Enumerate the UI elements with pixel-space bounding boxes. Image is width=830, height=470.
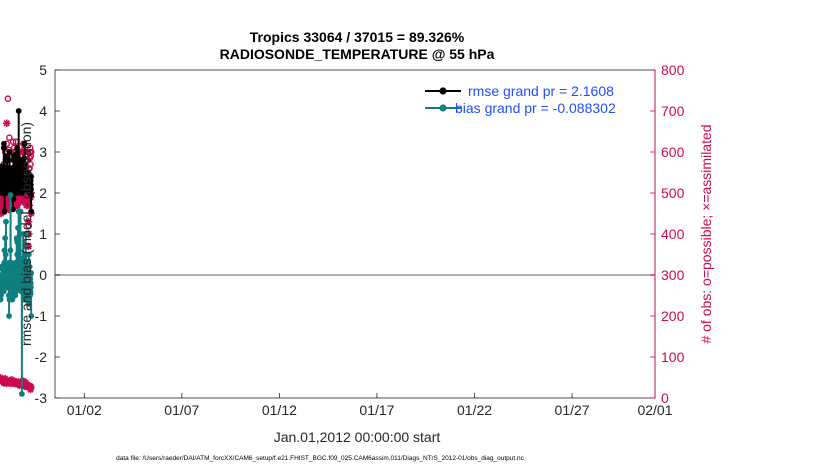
bias-point — [28, 270, 34, 276]
rmse-point — [6, 149, 13, 155]
bias-point — [25, 251, 32, 258]
x-tick-label: 02/01 — [637, 402, 672, 418]
x-tick-label: 01/17 — [359, 402, 394, 418]
obs-assimilated-marker — [13, 201, 22, 210]
bias-point — [28, 284, 34, 291]
chart-title: Tropics 33064 / 37015 = 89.326% — [250, 29, 465, 45]
bias-point — [3, 218, 9, 225]
obs-possible-marker — [27, 160, 34, 168]
bias-point — [7, 192, 14, 198]
bias-point — [6, 313, 12, 319]
bias-point — [18, 391, 25, 397]
obs-possible-marker — [27, 148, 35, 156]
y-right-axis-label: # of obs: o=possible; ×=assimilated — [698, 124, 714, 343]
rmse-point — [27, 177, 34, 184]
rmse-point — [1, 208, 8, 215]
rmse-point — [28, 192, 34, 198]
legend-rmse-label: rmse grand pr = 2.1608 — [468, 83, 614, 99]
legend-box — [420, 82, 642, 116]
bias-point — [15, 224, 21, 231]
axes-box — [54, 69, 656, 399]
y-left-tick-label: 4 — [39, 103, 47, 119]
rmse-point — [0, 140, 7, 147]
obs-lowcount-marker — [27, 384, 35, 392]
rmse-point — [4, 157, 10, 164]
obs-assimilated-marker — [24, 217, 33, 226]
y-left-axis-label: rmse and bias (model - observation) — [18, 122, 34, 346]
x-tick-label: 01/22 — [457, 402, 492, 418]
y-right-tick-label: 400 — [661, 226, 685, 242]
x-tick-label: 01/12 — [262, 402, 297, 418]
legend: rmse grand pr = 2.1608 bias grand pr = -… — [420, 82, 642, 116]
y-right-tick-label: 0 — [661, 390, 669, 406]
y-left-tick-label: 2 — [39, 185, 47, 201]
bias-point — [26, 263, 33, 270]
bias-point — [14, 251, 21, 258]
rmse-point — [21, 155, 28, 162]
y-left-tick-label: -1 — [35, 308, 48, 324]
rmse-point — [28, 186, 34, 192]
obs-assimilated-marker — [2, 119, 11, 128]
bias-point — [22, 231, 29, 237]
series-group — [0, 108, 35, 397]
bias-point — [17, 208, 24, 215]
y-right-tick-label: 600 — [661, 144, 685, 160]
rmse-point — [0, 145, 7, 151]
bias-point — [2, 251, 9, 258]
bias-point — [2, 235, 9, 242]
plot-area — [0, 69, 656, 399]
y-left-tick-label: 1 — [39, 226, 47, 242]
bias-point — [27, 280, 34, 287]
obs-possible-marker — [26, 144, 34, 152]
x-axis-label: Jan.01,2012 00:00:00 start — [274, 429, 441, 445]
data-file-footer: data file: /Users/raeder/DAI/ATM_forcXX/… — [116, 455, 525, 462]
obs-possible-marker — [27, 152, 35, 160]
y-right-tick-label: 200 — [661, 308, 685, 324]
rmse-point — [21, 140, 28, 147]
rmse-point — [27, 181, 34, 188]
obs-possible-marker — [9, 138, 17, 146]
bias-point — [0, 288, 7, 295]
y-right-tick-label: 700 — [661, 103, 685, 119]
obs-possible-marker — [6, 134, 13, 141]
chart-subtitle: RADIOSONDE_TEMPERATURE @ 55 hPa — [220, 46, 495, 62]
obs-possible-marker — [4, 95, 12, 102]
y-left-tick-label: 5 — [39, 62, 47, 78]
bias-point — [7, 247, 14, 254]
bias-point — [28, 313, 35, 319]
y-left-tick-label: 0 — [39, 267, 47, 283]
y-right-tick-label: 100 — [661, 349, 685, 365]
rmse-point — [15, 108, 22, 114]
rmse-point — [28, 208, 35, 215]
rmse-point — [27, 173, 34, 180]
y-left-tick-label: -2 — [35, 349, 48, 365]
x-axis-ticks: 01/02 01/07 01/12 01/17 01/22 01/27 02/01 — [67, 393, 673, 418]
y-right-axis-ticks: 0 100 200 300 400 500 600 700 800 — [650, 62, 685, 406]
y-left-tick-label: -3 — [35, 390, 48, 406]
y-left-axis-ticks: -3 -2 -1 0 1 2 3 4 5 — [35, 62, 60, 406]
y-right-tick-label: 300 — [661, 267, 685, 283]
rmse-point — [10, 196, 17, 203]
rmse-point — [14, 145, 21, 151]
legend-bias-marker — [439, 104, 447, 112]
x-tick-label: 01/07 — [164, 402, 199, 418]
bias-point — [25, 300, 32, 307]
legend-rmse-marker — [439, 87, 447, 95]
bias-point — [14, 239, 21, 246]
legend-bias-label: bias grand pr = -0.088302 — [455, 100, 616, 116]
x-tick-label: 01/02 — [67, 402, 102, 418]
rmse-point — [10, 206, 16, 213]
rmse-point — [22, 161, 28, 168]
x-tick-label: 01/27 — [555, 402, 590, 418]
y-left-tick-label: 3 — [39, 144, 47, 160]
y-right-tick-label: 500 — [661, 185, 685, 201]
bias-point — [27, 290, 34, 297]
y-right-tick-label: 800 — [661, 62, 685, 78]
